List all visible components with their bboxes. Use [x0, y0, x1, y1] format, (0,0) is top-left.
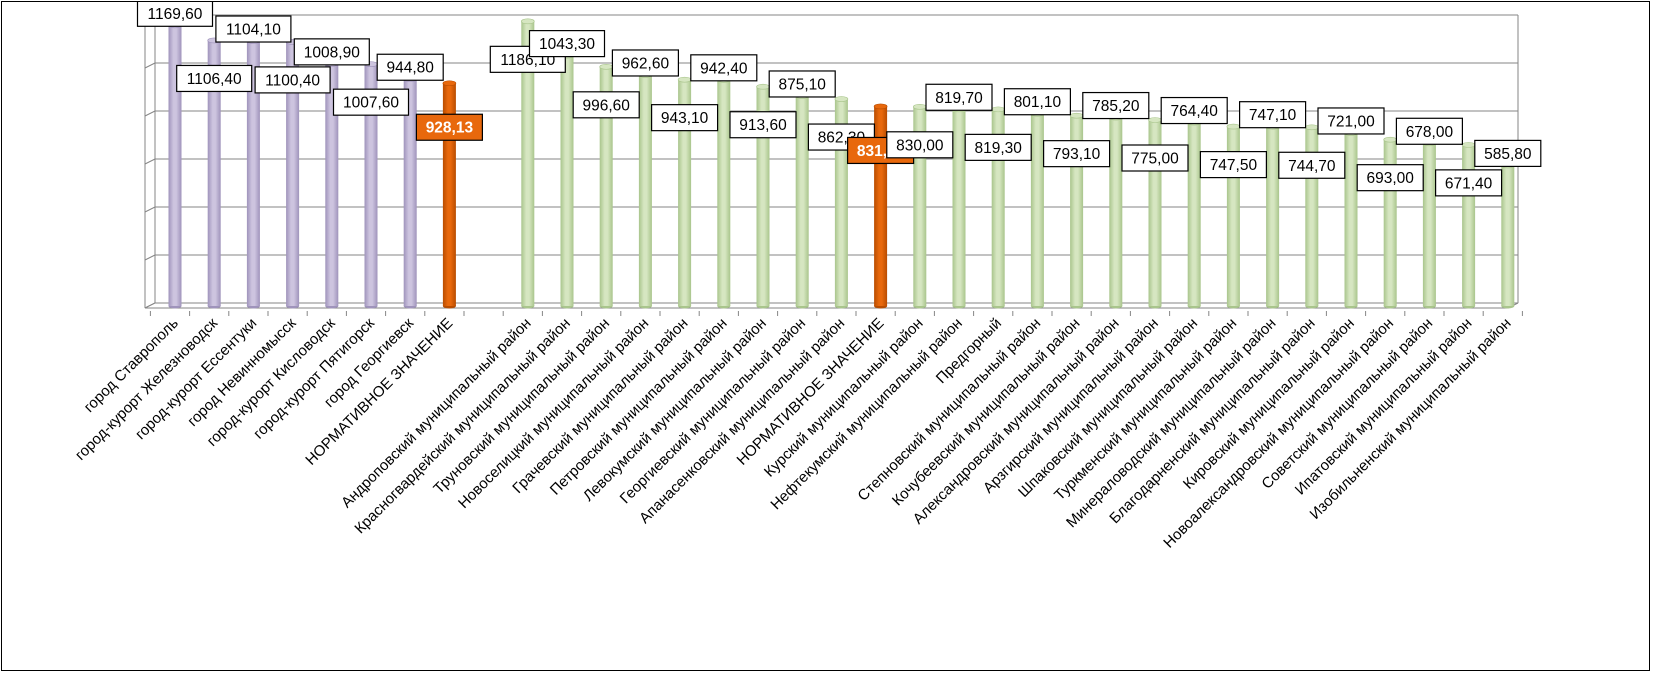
bar [1461, 142, 1476, 309]
value-label: 1007,60 [332, 88, 410, 116]
value-label-text: 747,10 [1249, 107, 1297, 124]
value-label: 764,40 [1160, 96, 1228, 125]
value-label-text: 721,00 [1327, 113, 1375, 130]
bar [952, 106, 966, 309]
value-label: 944,80 [376, 53, 444, 81]
value-label: 875,10 [768, 70, 836, 98]
bar [1383, 136, 1397, 309]
value-label-text: 1106,40 [187, 71, 242, 88]
value-label: 585,80 [1474, 139, 1542, 168]
value-label-text: 962,60 [622, 55, 670, 72]
value-label-text: 942,40 [700, 60, 748, 77]
value-label-text: 775,00 [1131, 151, 1179, 168]
value-label: 819,30 [964, 133, 1032, 161]
value-label: 996,60 [572, 91, 640, 119]
gridline-side [144, 158, 156, 165]
bar [1265, 123, 1280, 309]
value-label: 721,00 [1317, 107, 1385, 135]
value-label: 913,60 [729, 111, 797, 139]
value-label-text: 1007,60 [343, 95, 399, 112]
bar [1344, 130, 1358, 309]
bar [1501, 162, 1515, 309]
value-label-text: 785,20 [1092, 98, 1140, 115]
value-label: 962,60 [611, 49, 680, 77]
value-label-text: 1043,30 [539, 36, 595, 53]
data-labels: 1169,60 1106,40 1104,10 1100,40 1008,90 1007,… [136, 2, 1542, 197]
value-label-text: 1104,10 [226, 22, 281, 39]
value-label: 744,70 [1278, 151, 1346, 179]
value-label-text: 819,30 [974, 140, 1022, 157]
value-label-text: 747,50 [1210, 157, 1258, 174]
value-label: 819,70 [925, 83, 993, 111]
value-label-text: 671,40 [1445, 175, 1493, 192]
value-label: 801,10 [1003, 88, 1072, 116]
bar [560, 52, 574, 309]
value-label: 693,00 [1356, 164, 1424, 192]
value-label-text: 928,13 [426, 120, 474, 137]
value-label: 1100,40 [254, 66, 331, 94]
bar [638, 72, 653, 309]
value-label: 1104,10 [215, 15, 292, 43]
bar [756, 83, 770, 309]
bar [677, 76, 692, 309]
value-label: 1169,60 [136, 2, 214, 27]
value-label-text: 1169,60 [148, 6, 203, 23]
value-label-text: 801,10 [1014, 94, 1062, 111]
bar [1109, 114, 1123, 309]
bar [716, 77, 731, 309]
value-label-text: 996,60 [582, 97, 630, 114]
gridline-side [144, 110, 156, 117]
value-label-text: 1100,40 [265, 72, 320, 89]
bar [324, 61, 339, 309]
value-label-text: 793,10 [1053, 146, 1101, 163]
bar [599, 64, 614, 309]
value-label: 943,10 [650, 104, 719, 132]
category-ticks [149, 311, 1523, 316]
bar [1030, 110, 1045, 309]
value-label-text: 764,40 [1170, 103, 1218, 120]
value-label: 1043,30 [528, 30, 606, 58]
value-label: 775,00 [1121, 144, 1189, 172]
value-label-text: 693,00 [1366, 170, 1414, 187]
value-label-text: 913,60 [739, 117, 787, 134]
gridline-side [144, 254, 156, 261]
value-label: 1008,90 [293, 38, 370, 66]
bar [873, 103, 888, 309]
bar [795, 93, 810, 309]
gridline-side [144, 206, 156, 213]
value-label: 830,00 [886, 131, 954, 159]
value-label-text: 875,10 [778, 76, 826, 93]
value-label-text: 678,00 [1406, 124, 1454, 141]
bar [834, 96, 849, 309]
value-label-text: 944,80 [386, 60, 434, 77]
bar [1422, 140, 1437, 309]
value-label: 671,40 [1434, 169, 1503, 197]
value-label: 793,10 [1042, 140, 1111, 168]
bar [1187, 119, 1201, 309]
value-label-text: 744,70 [1288, 158, 1336, 175]
value-label-text: 819,70 [935, 90, 983, 107]
value-label-text: 1008,90 [304, 44, 360, 61]
value-label: 678,00 [1395, 117, 1464, 145]
value-label: 785,20 [1082, 91, 1150, 120]
value-label: 747,10 [1238, 101, 1307, 129]
value-label: 942,40 [690, 54, 758, 82]
value-label-text: 943,10 [661, 110, 709, 127]
value-label: 747,50 [1199, 151, 1268, 179]
norm-value-label: 928,13 [415, 113, 483, 141]
value-label-text: 585,80 [1484, 146, 1532, 163]
bar [520, 18, 535, 309]
value-label-text: 830,00 [896, 137, 944, 154]
value-label: 1106,40 [176, 64, 253, 93]
gridline-side [144, 62, 156, 69]
